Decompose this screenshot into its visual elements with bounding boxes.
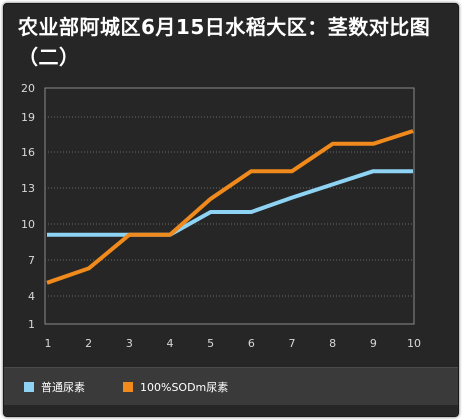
line-chart: 1 4 7 10 13 16 19 20 1 2 3 4 5 6 7 8 9 10 bbox=[21, 82, 421, 350]
legend-label-series-2: 100%SODm尿素 bbox=[140, 381, 229, 394]
legend-swatch-series-2 bbox=[123, 382, 133, 392]
y-tick-label: 19 bbox=[21, 111, 35, 124]
series-line-1 bbox=[47, 169, 413, 237]
x-tick-label: 6 bbox=[248, 337, 255, 350]
bottom-strip bbox=[4, 405, 458, 416]
y-tick-label: 4 bbox=[28, 290, 35, 303]
x-tick-label: 5 bbox=[207, 337, 214, 350]
y-tick-label: 10 bbox=[21, 218, 35, 231]
legend: 普通尿素 100%SODm尿素 bbox=[4, 367, 458, 406]
x-tick-label: 4 bbox=[167, 337, 174, 350]
plot-area-border bbox=[44, 87, 415, 325]
series-line-2 bbox=[46, 129, 414, 285]
x-tick-label: 8 bbox=[329, 337, 336, 350]
x-tick-label: 2 bbox=[85, 337, 92, 350]
x-tick-label: 3 bbox=[126, 337, 133, 350]
x-tick-label: 1 bbox=[45, 337, 52, 350]
legend-swatch-series-1 bbox=[24, 382, 34, 392]
legend-item-series-1: 普通尿素 bbox=[24, 380, 85, 394]
x-tick-label: 9 bbox=[370, 337, 377, 350]
y-tick-label: 13 bbox=[21, 182, 35, 195]
legend-item-series-2: 100%SODm尿素 bbox=[123, 380, 228, 394]
y-tick-label: 20 bbox=[21, 82, 35, 95]
y-tick-label: 16 bbox=[21, 146, 35, 159]
chart-title: 农业部阿城区6月15日水稻大区：茎数对比图（二） bbox=[18, 15, 431, 69]
legend-label-series-1: 普通尿素 bbox=[41, 381, 85, 394]
y-tick-label: 1 bbox=[28, 318, 35, 331]
y-tick-label: 7 bbox=[28, 254, 35, 267]
x-tick-label: 10 bbox=[407, 337, 421, 350]
x-tick-label: 7 bbox=[289, 337, 296, 350]
chart-frame: 农业部阿城区6月15日水稻大区：茎数对比图（二） 1 4 7 10 13 16 19 20 1 2… bbox=[3, 3, 459, 417]
